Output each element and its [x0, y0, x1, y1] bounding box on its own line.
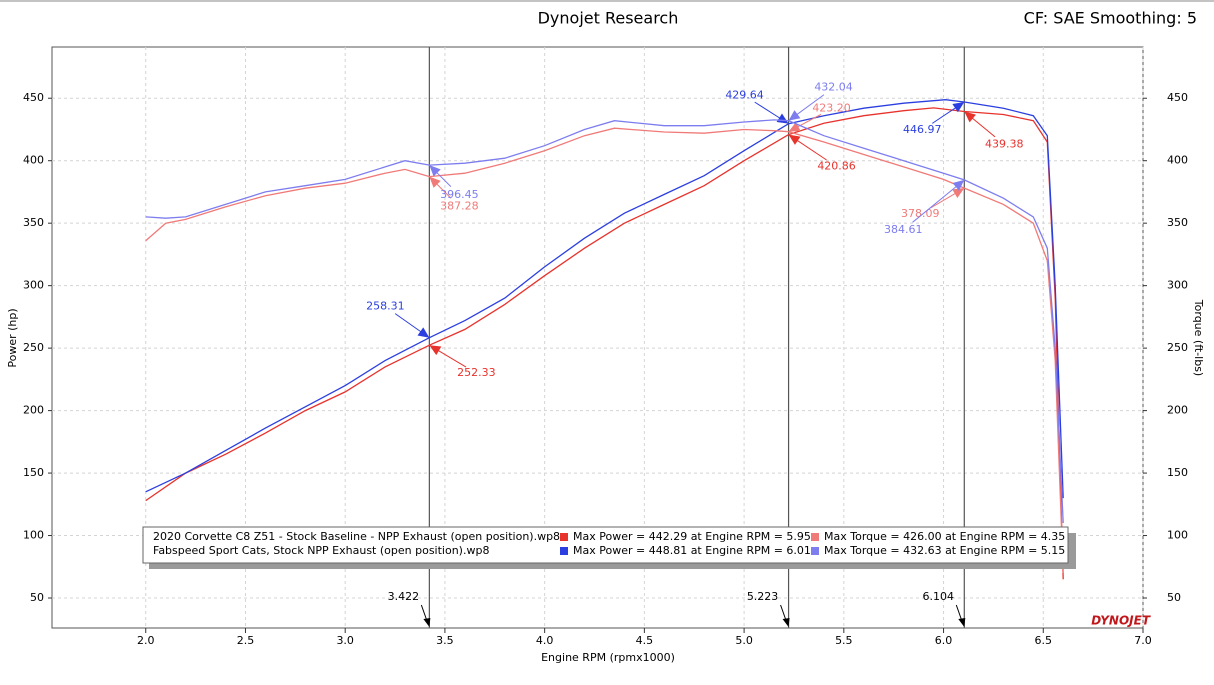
value-label: 439.38	[985, 137, 1024, 150]
legend-power: Max Power = 448.81 at Engine RPM = 6.01	[573, 544, 811, 557]
x-tick-label: 4.0	[536, 634, 554, 647]
legend-swatch	[560, 533, 568, 541]
legend-torque: Max Torque = 432.63 at Engine RPM = 5.15	[824, 544, 1065, 557]
legend-swatch	[811, 547, 819, 555]
x-axis-title: Engine RPM (rpmx1000)	[541, 651, 675, 664]
x-tick-label: 5.5	[835, 634, 853, 647]
cursor-arrowhead	[958, 618, 966, 627]
x-tick-label: 3.5	[436, 634, 454, 647]
y-tick-label: 200	[23, 404, 44, 417]
legend-swatch	[560, 547, 568, 555]
annotation-line	[970, 116, 996, 138]
legend-file: 2020 Corvette C8 Z51 - Stock Baseline - …	[153, 530, 560, 543]
value-label: 396.45	[440, 188, 479, 201]
y2-tick-label: 400	[1167, 154, 1188, 167]
y2-tick-label: 250	[1167, 341, 1188, 354]
y2-tick-label: 450	[1167, 91, 1188, 104]
x-tick-label: 4.5	[636, 634, 654, 647]
chart-title: Dynojet Research	[538, 9, 679, 28]
y-tick-label: 400	[23, 154, 44, 167]
cursor-label: 6.104	[923, 590, 955, 603]
annotation-line	[930, 191, 958, 209]
value-label: 423.20	[812, 102, 851, 115]
value-label: 252.33	[457, 366, 496, 379]
annotation-arrowhead	[952, 188, 965, 198]
legend-swatch	[811, 533, 819, 541]
value-label: 429.64	[725, 89, 764, 102]
value-label: 378.09	[901, 207, 940, 220]
annotation-arrowhead	[788, 122, 801, 132]
annotation-arrowhead	[788, 110, 801, 121]
series-line	[145, 107, 1064, 580]
y-tick-label: 450	[23, 91, 44, 104]
cursor-arrowhead	[423, 618, 431, 627]
series-line	[145, 99, 1064, 499]
cursor-label: 3.422	[388, 590, 420, 603]
y2-tick-label: 300	[1167, 279, 1188, 292]
value-label: 420.86	[817, 160, 856, 173]
y-axis-title: Power (hp)	[6, 308, 19, 367]
annotation-line	[794, 94, 825, 117]
annotation-arrowhead	[964, 111, 976, 123]
y-tick-label: 150	[23, 466, 44, 479]
annotation-arrowhead	[429, 345, 442, 356]
x-tick-label: 6.0	[935, 634, 953, 647]
legend-file: Fabspeed Sport Cats, Stock NPP Exhaust (…	[153, 544, 489, 557]
annotation-arrowhead	[429, 165, 441, 177]
x-tick-label: 5.0	[735, 634, 753, 647]
annotation-arrowhead	[417, 327, 430, 338]
y-tick-label: 50	[30, 591, 44, 604]
x-tick-label: 2.0	[137, 634, 155, 647]
value-label: 432.04	[814, 81, 853, 94]
legend: 2020 Corvette C8 Z51 - Stock Baseline - …	[142, 526, 1076, 569]
annotation-arrowhead	[788, 134, 801, 145]
annotation-line	[754, 101, 783, 120]
y2-tick-label: 50	[1167, 591, 1181, 604]
legend-power: Max Power = 442.29 at Engine RPM = 5.95	[573, 530, 811, 543]
x-tick-label: 6.5	[1035, 634, 1053, 647]
annotation-line	[434, 170, 452, 188]
cursor-label: 5.223	[747, 590, 779, 603]
legend-box	[142, 526, 1069, 564]
annotation-arrowhead	[952, 102, 965, 113]
series-line	[145, 127, 1064, 574]
x-tick-label: 2.5	[237, 634, 255, 647]
cursor-arrowhead	[782, 618, 790, 627]
y2-tick-label: 150	[1167, 466, 1188, 479]
value-label: 446.97	[903, 123, 942, 136]
annotation-line	[435, 348, 467, 368]
annotation-line	[394, 313, 424, 334]
y-tick-label: 350	[23, 216, 44, 229]
series-line	[145, 119, 1064, 524]
value-label: 258.31	[366, 300, 405, 313]
annotation-line	[931, 106, 958, 124]
annotation-line	[434, 181, 452, 199]
chart-subtitle: CF: SAE Smoothing: 5	[1024, 9, 1197, 28]
value-label: 384.61	[884, 223, 923, 236]
y-tick-label: 250	[23, 341, 44, 354]
logo: DYNOJET	[1091, 614, 1151, 628]
y-tick-label: 100	[23, 529, 44, 542]
annotation-arrowhead	[429, 176, 441, 188]
y-tick-label: 300	[23, 279, 44, 292]
y2-tick-label: 100	[1167, 529, 1188, 542]
x-tick-label: 3.0	[336, 634, 354, 647]
y2-tick-label: 200	[1167, 404, 1188, 417]
annotation-line	[794, 138, 827, 161]
legend-torque: Max Torque = 426.00 at Engine RPM = 4.35	[824, 530, 1065, 543]
value-label: 387.28	[440, 200, 479, 213]
y2-axis-title: Torque (ft-lbs)	[1192, 299, 1205, 376]
annotation-arrowhead	[952, 179, 965, 191]
annotation-line	[912, 184, 959, 223]
x-tick-label: 7.0	[1134, 634, 1152, 647]
y2-tick-label: 350	[1167, 216, 1188, 229]
